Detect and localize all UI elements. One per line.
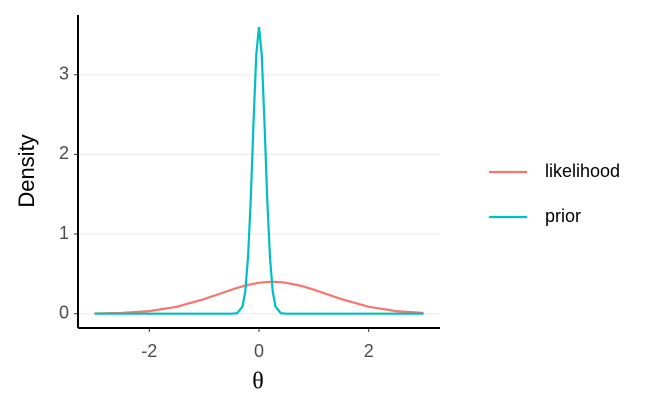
y-axis-title: Density <box>14 134 39 207</box>
y-tick-label: 3 <box>59 63 69 83</box>
y-tick-label: 0 <box>59 302 69 322</box>
x-tick-label: -2 <box>141 341 157 361</box>
y-tick-label: 1 <box>59 223 69 243</box>
x-axis-title: θ <box>252 369 264 395</box>
line <box>94 280 424 315</box>
line <box>94 26 424 315</box>
legend-label: prior <box>545 206 581 226</box>
x-tick-label: 0 <box>254 341 264 361</box>
legend-label: likelihood <box>545 161 620 181</box>
x-tick-label: 2 <box>364 341 374 361</box>
y-tick-label: 2 <box>59 143 69 163</box>
